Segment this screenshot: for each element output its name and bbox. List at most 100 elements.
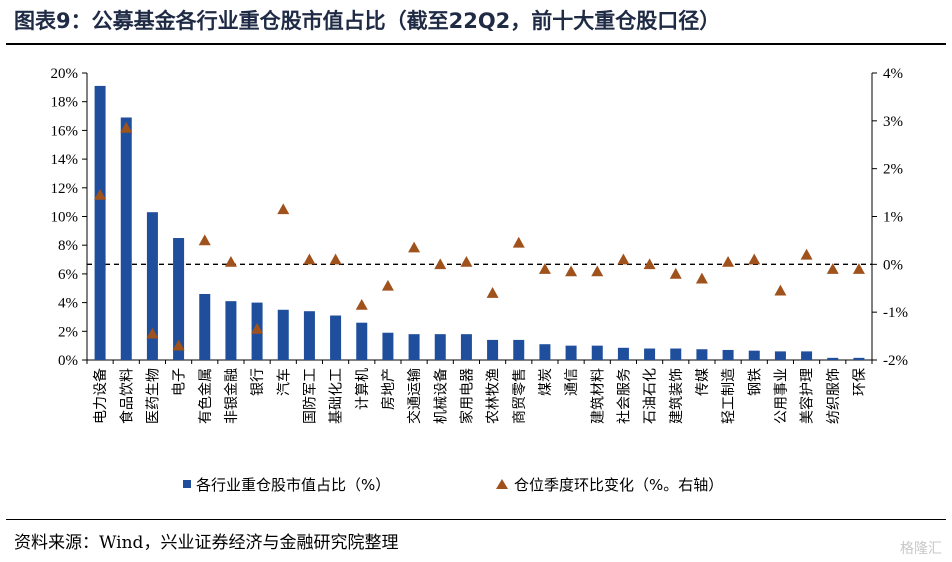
chart-title: 图表9：公募基金各行业重仓股市值占比（截至22Q2，前十大重仓股口径） xyxy=(14,9,721,33)
axes: 0% 2% 4% 6% 8% 10% 12% 14% 16% 18% 20% -2% -1% 0% 1% 2%… xyxy=(51,66,909,369)
marker-8 xyxy=(277,203,290,215)
marker-3 xyxy=(146,327,159,339)
category-label: 房地产 xyxy=(381,368,397,410)
category-label: 电力设备 xyxy=(92,368,109,424)
bar-13 xyxy=(408,334,420,360)
category-label: 家用电器 xyxy=(458,368,475,424)
category-label: 煤炭 xyxy=(538,368,554,396)
category-label: 非银金融 xyxy=(224,368,240,424)
bar-8 xyxy=(277,309,289,360)
bar-6 xyxy=(225,301,237,360)
bar-series xyxy=(94,85,865,360)
left-tick-label: 16% xyxy=(51,123,79,139)
category-label: 计算机 xyxy=(355,368,371,410)
left-tick-label: 12% xyxy=(51,181,79,197)
source-note: 资料来源：Wind，兴业证券经济与金融研究院整理 xyxy=(14,533,399,553)
bar-25 xyxy=(722,349,734,360)
left-tick-label: 0% xyxy=(58,353,78,369)
category-label: 纺织服饰 xyxy=(826,368,842,424)
bar-19 xyxy=(565,345,577,360)
legend-marker-swatch xyxy=(496,479,508,489)
bar-18 xyxy=(539,344,551,360)
marker-25 xyxy=(722,255,735,267)
bar-23 xyxy=(670,348,682,360)
bar-1 xyxy=(94,85,106,360)
bar-27 xyxy=(774,351,786,360)
marker-30 xyxy=(852,263,865,274)
category-label: 建筑材料 xyxy=(590,368,606,424)
legend-bar-label: 各行业重仓股市值占比（%） xyxy=(196,476,390,494)
bar-22 xyxy=(644,348,656,360)
bar-10 xyxy=(330,315,342,360)
category-label: 石油石化 xyxy=(643,368,659,424)
left-tick-label: 10% xyxy=(51,210,79,226)
marker-13 xyxy=(408,241,421,253)
category-label: 轻工制造 xyxy=(721,368,737,424)
category-label: 电子 xyxy=(172,368,188,396)
marker-1 xyxy=(94,188,107,200)
right-tick-label: -1% xyxy=(883,305,908,321)
marker-10 xyxy=(329,253,342,265)
category-label: 农林牧渔 xyxy=(486,368,502,424)
category-label: 交通运输 xyxy=(406,368,423,424)
left-tick-label: 6% xyxy=(58,267,78,283)
right-tick-label: 2% xyxy=(883,162,903,178)
marker-9 xyxy=(303,253,316,265)
left-tick-label: 18% xyxy=(51,95,79,111)
right-tick-label: 0% xyxy=(883,257,903,273)
bar-29 xyxy=(827,357,839,360)
legend-marker-label: 仓位季度环比变化（%。右轴） xyxy=(514,476,723,494)
right-tick-label: 1% xyxy=(883,210,903,226)
bar-11 xyxy=(356,322,368,360)
bar-16 xyxy=(487,339,499,360)
category-label: 银行 xyxy=(250,368,266,396)
marker-21 xyxy=(617,253,630,265)
marker-19 xyxy=(565,265,578,277)
category-label: 基础化工 xyxy=(328,368,345,424)
bar-3 xyxy=(146,212,158,360)
left-tick-label: 8% xyxy=(58,238,78,254)
right-tick-label: -2% xyxy=(883,353,908,369)
bar-28 xyxy=(801,351,813,360)
category-label: 机械设备 xyxy=(432,368,449,424)
right-tick-label: 4% xyxy=(883,66,903,82)
legend: 各行业重仓股市值占比（%） 仓位季度环比变化（%。右轴） xyxy=(183,476,723,494)
category-label: 通信 xyxy=(564,368,580,396)
bar-4 xyxy=(173,238,185,360)
category-label: 有色金属 xyxy=(197,368,214,424)
marker-17 xyxy=(512,236,525,248)
marker-28 xyxy=(800,248,813,260)
left-tick-label: 2% xyxy=(58,324,78,340)
marker-2 xyxy=(120,122,133,133)
marker-4 xyxy=(172,339,185,351)
marker-7 xyxy=(251,322,264,334)
bar-15 xyxy=(460,334,472,360)
marker-26 xyxy=(748,253,761,265)
marker-29 xyxy=(826,263,839,274)
marker-16 xyxy=(486,287,499,298)
marker-12 xyxy=(381,279,394,291)
left-tick-label: 4% xyxy=(58,296,78,312)
bar-17 xyxy=(513,339,525,360)
bar-5 xyxy=(199,293,211,360)
marker-18 xyxy=(538,263,551,274)
category-label: 国防军工 xyxy=(302,368,318,424)
marker-20 xyxy=(591,265,604,277)
category-label: 钢铁 xyxy=(747,368,763,396)
category-label: 传媒 xyxy=(695,368,711,396)
marker-11 xyxy=(355,298,368,310)
bar-26 xyxy=(748,350,760,360)
category-label: 医药生物 xyxy=(145,368,161,424)
legend-bar-swatch xyxy=(183,480,191,488)
bar-14 xyxy=(434,334,446,360)
bar-2 xyxy=(120,117,132,360)
marker-22 xyxy=(643,258,656,270)
category-labels: 电力设备 食品饮料 医药生物 电子 有色金属 非银金融 银行 汽车 国防军工 基础化工 计算机 房地产… xyxy=(92,368,868,424)
category-label: 环保 xyxy=(852,368,868,396)
category-label: 美容护理 xyxy=(799,368,816,424)
left-tick-label: 14% xyxy=(51,152,79,168)
marker-series xyxy=(94,122,865,351)
left-tick-label: 20% xyxy=(51,66,79,82)
marker-24 xyxy=(695,272,708,284)
marker-23 xyxy=(669,267,682,279)
